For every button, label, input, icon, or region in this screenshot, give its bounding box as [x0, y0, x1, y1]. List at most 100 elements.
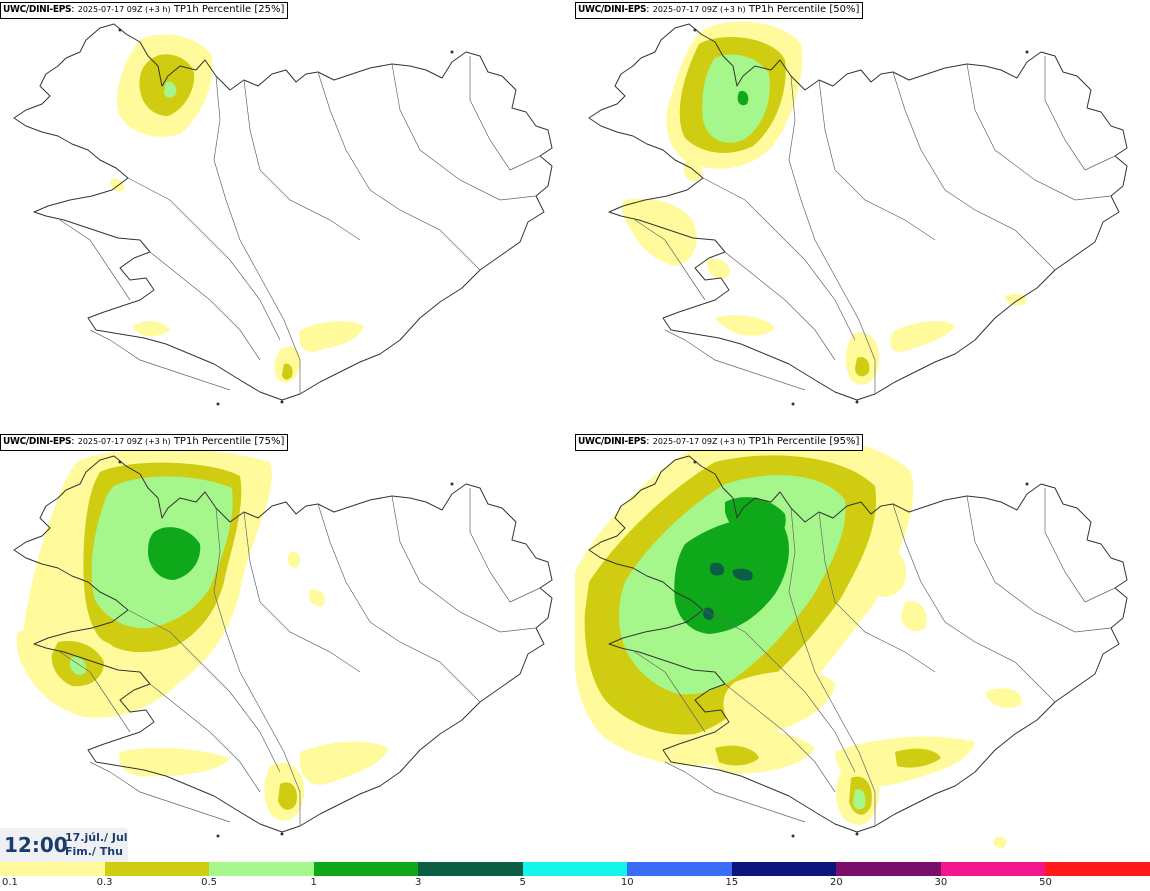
precip-area	[737, 90, 749, 106]
island	[216, 834, 220, 838]
colorbar-label: 0.3	[96, 877, 113, 888]
valid-hour: 12:00	[4, 833, 68, 857]
precip-area	[732, 568, 753, 581]
region-boundary	[391, 495, 537, 633]
region-boundary	[213, 75, 301, 394]
panel-title: UWC/DINI-EPS: 2025-07-17 09Z (+3 h) TP1h…	[575, 434, 864, 451]
precip-layer	[110, 34, 364, 383]
colorbar-segment	[104, 862, 210, 876]
precip-area	[118, 747, 230, 777]
panel-variable: TP1h Percentile [50%]	[748, 4, 860, 15]
precip-area	[993, 836, 1007, 848]
region-boundary	[634, 219, 706, 301]
coastline	[588, 23, 1128, 401]
map-panel-p75: UWC/DINI-EPS: 2025-07-17 09Z (+3 h) TP1h…	[0, 432, 575, 862]
precip-layer	[16, 448, 388, 821]
region-boundary	[317, 503, 481, 703]
precip-area	[853, 789, 866, 810]
island	[855, 832, 859, 836]
region-boundary	[788, 75, 876, 394]
precip-area	[702, 54, 770, 143]
region-boundary	[89, 761, 231, 823]
map-canvas	[13, 23, 553, 406]
region-boundary	[391, 63, 537, 201]
run-time: 2025-07-17 09Z (+3 h)	[652, 5, 746, 14]
colorbar-segment	[313, 862, 419, 876]
colorbar-label: 30	[934, 877, 948, 888]
model-name: UWC/DINI-EPS	[3, 4, 72, 15]
precip-area	[278, 782, 298, 810]
colorbar-segment	[627, 862, 732, 876]
colorbar-label: 0.5	[201, 877, 218, 888]
precip-area	[901, 601, 927, 632]
region-boundary	[664, 329, 806, 391]
region-boundary	[818, 511, 936, 673]
coastline	[13, 23, 553, 401]
region-boundary	[469, 56, 541, 171]
region-boundary	[317, 71, 481, 271]
island	[118, 460, 122, 464]
panel-variable: TP1h Percentile [95%]	[748, 436, 860, 447]
region-boundary	[149, 251, 261, 361]
region-boundary	[966, 495, 1112, 633]
island	[450, 50, 454, 54]
island	[693, 28, 697, 32]
region-boundary	[702, 609, 856, 773]
precip-area	[282, 363, 293, 380]
precip-area	[709, 562, 725, 576]
colorbar-segment	[940, 862, 1046, 876]
run-time: 2025-07-17 09Z (+3 h)	[652, 437, 746, 446]
model-name: UWC/DINI-EPS	[578, 436, 647, 447]
island	[791, 402, 795, 406]
island	[1025, 482, 1029, 486]
precip-area	[299, 321, 364, 352]
colorbar-segment	[731, 862, 837, 876]
region-boundary	[243, 511, 361, 673]
colorbar-segment	[0, 862, 105, 876]
region-boundary	[59, 651, 131, 733]
colorbar-label: 20	[829, 877, 843, 888]
colorbar-label: 3	[414, 877, 422, 888]
map-canvas	[588, 21, 1128, 406]
region-boundary	[892, 503, 1056, 703]
colorbar-segment	[209, 862, 314, 876]
precip-area	[288, 551, 301, 568]
region-boundary	[664, 761, 806, 823]
panel-title: UWC/DINI-EPS: 2025-07-17 09Z (+3 h) TP1h…	[0, 2, 289, 19]
island	[855, 400, 859, 404]
precip-area	[308, 589, 325, 607]
precip-area	[164, 81, 177, 98]
map-canvas	[13, 448, 553, 838]
colorbar-segment	[418, 862, 523, 876]
colorbar-segment	[836, 862, 941, 876]
precip-area	[683, 161, 703, 182]
panel-title: UWC/DINI-EPS: 2025-07-17 09Z (+3 h) TP1h…	[575, 2, 864, 19]
colorbar-labels: 0.1 0.3 0.5 1 3 5 10 15 20 30 50	[0, 877, 1150, 891]
colorbar-label: 5	[519, 877, 526, 888]
island	[280, 400, 284, 404]
coastline	[588, 455, 1128, 833]
region-boundary	[469, 488, 541, 603]
precip-area	[867, 548, 907, 597]
colorbar-segment	[1045, 862, 1150, 876]
precip-area	[674, 518, 789, 634]
map-panel-p95: UWC/DINI-EPS: 2025-07-17 09Z (+3 h) TP1h…	[575, 432, 1150, 862]
region-boundary	[702, 177, 856, 341]
region-boundary	[59, 219, 131, 301]
precip-area	[985, 688, 1022, 708]
precip-area	[855, 356, 870, 377]
region-boundary	[818, 79, 936, 241]
region-boundary	[1044, 56, 1116, 171]
model-name: UWC/DINI-EPS	[3, 436, 72, 447]
colorbar-segment	[522, 862, 628, 876]
precip-area	[707, 258, 730, 279]
map-panel-p50: UWC/DINI-EPS: 2025-07-17 09Z (+3 h) TP1h…	[575, 0, 1150, 430]
region-boundary	[1044, 488, 1116, 603]
precip-colorbar	[0, 862, 1150, 876]
region-boundary	[966, 63, 1112, 201]
precip-area	[895, 748, 941, 768]
region-boundary	[89, 329, 231, 391]
valid-date: 17.júl./ Jul Fim./ Thu	[65, 831, 128, 859]
colorbar-label: 10	[620, 877, 634, 888]
region-boundary	[634, 651, 706, 733]
